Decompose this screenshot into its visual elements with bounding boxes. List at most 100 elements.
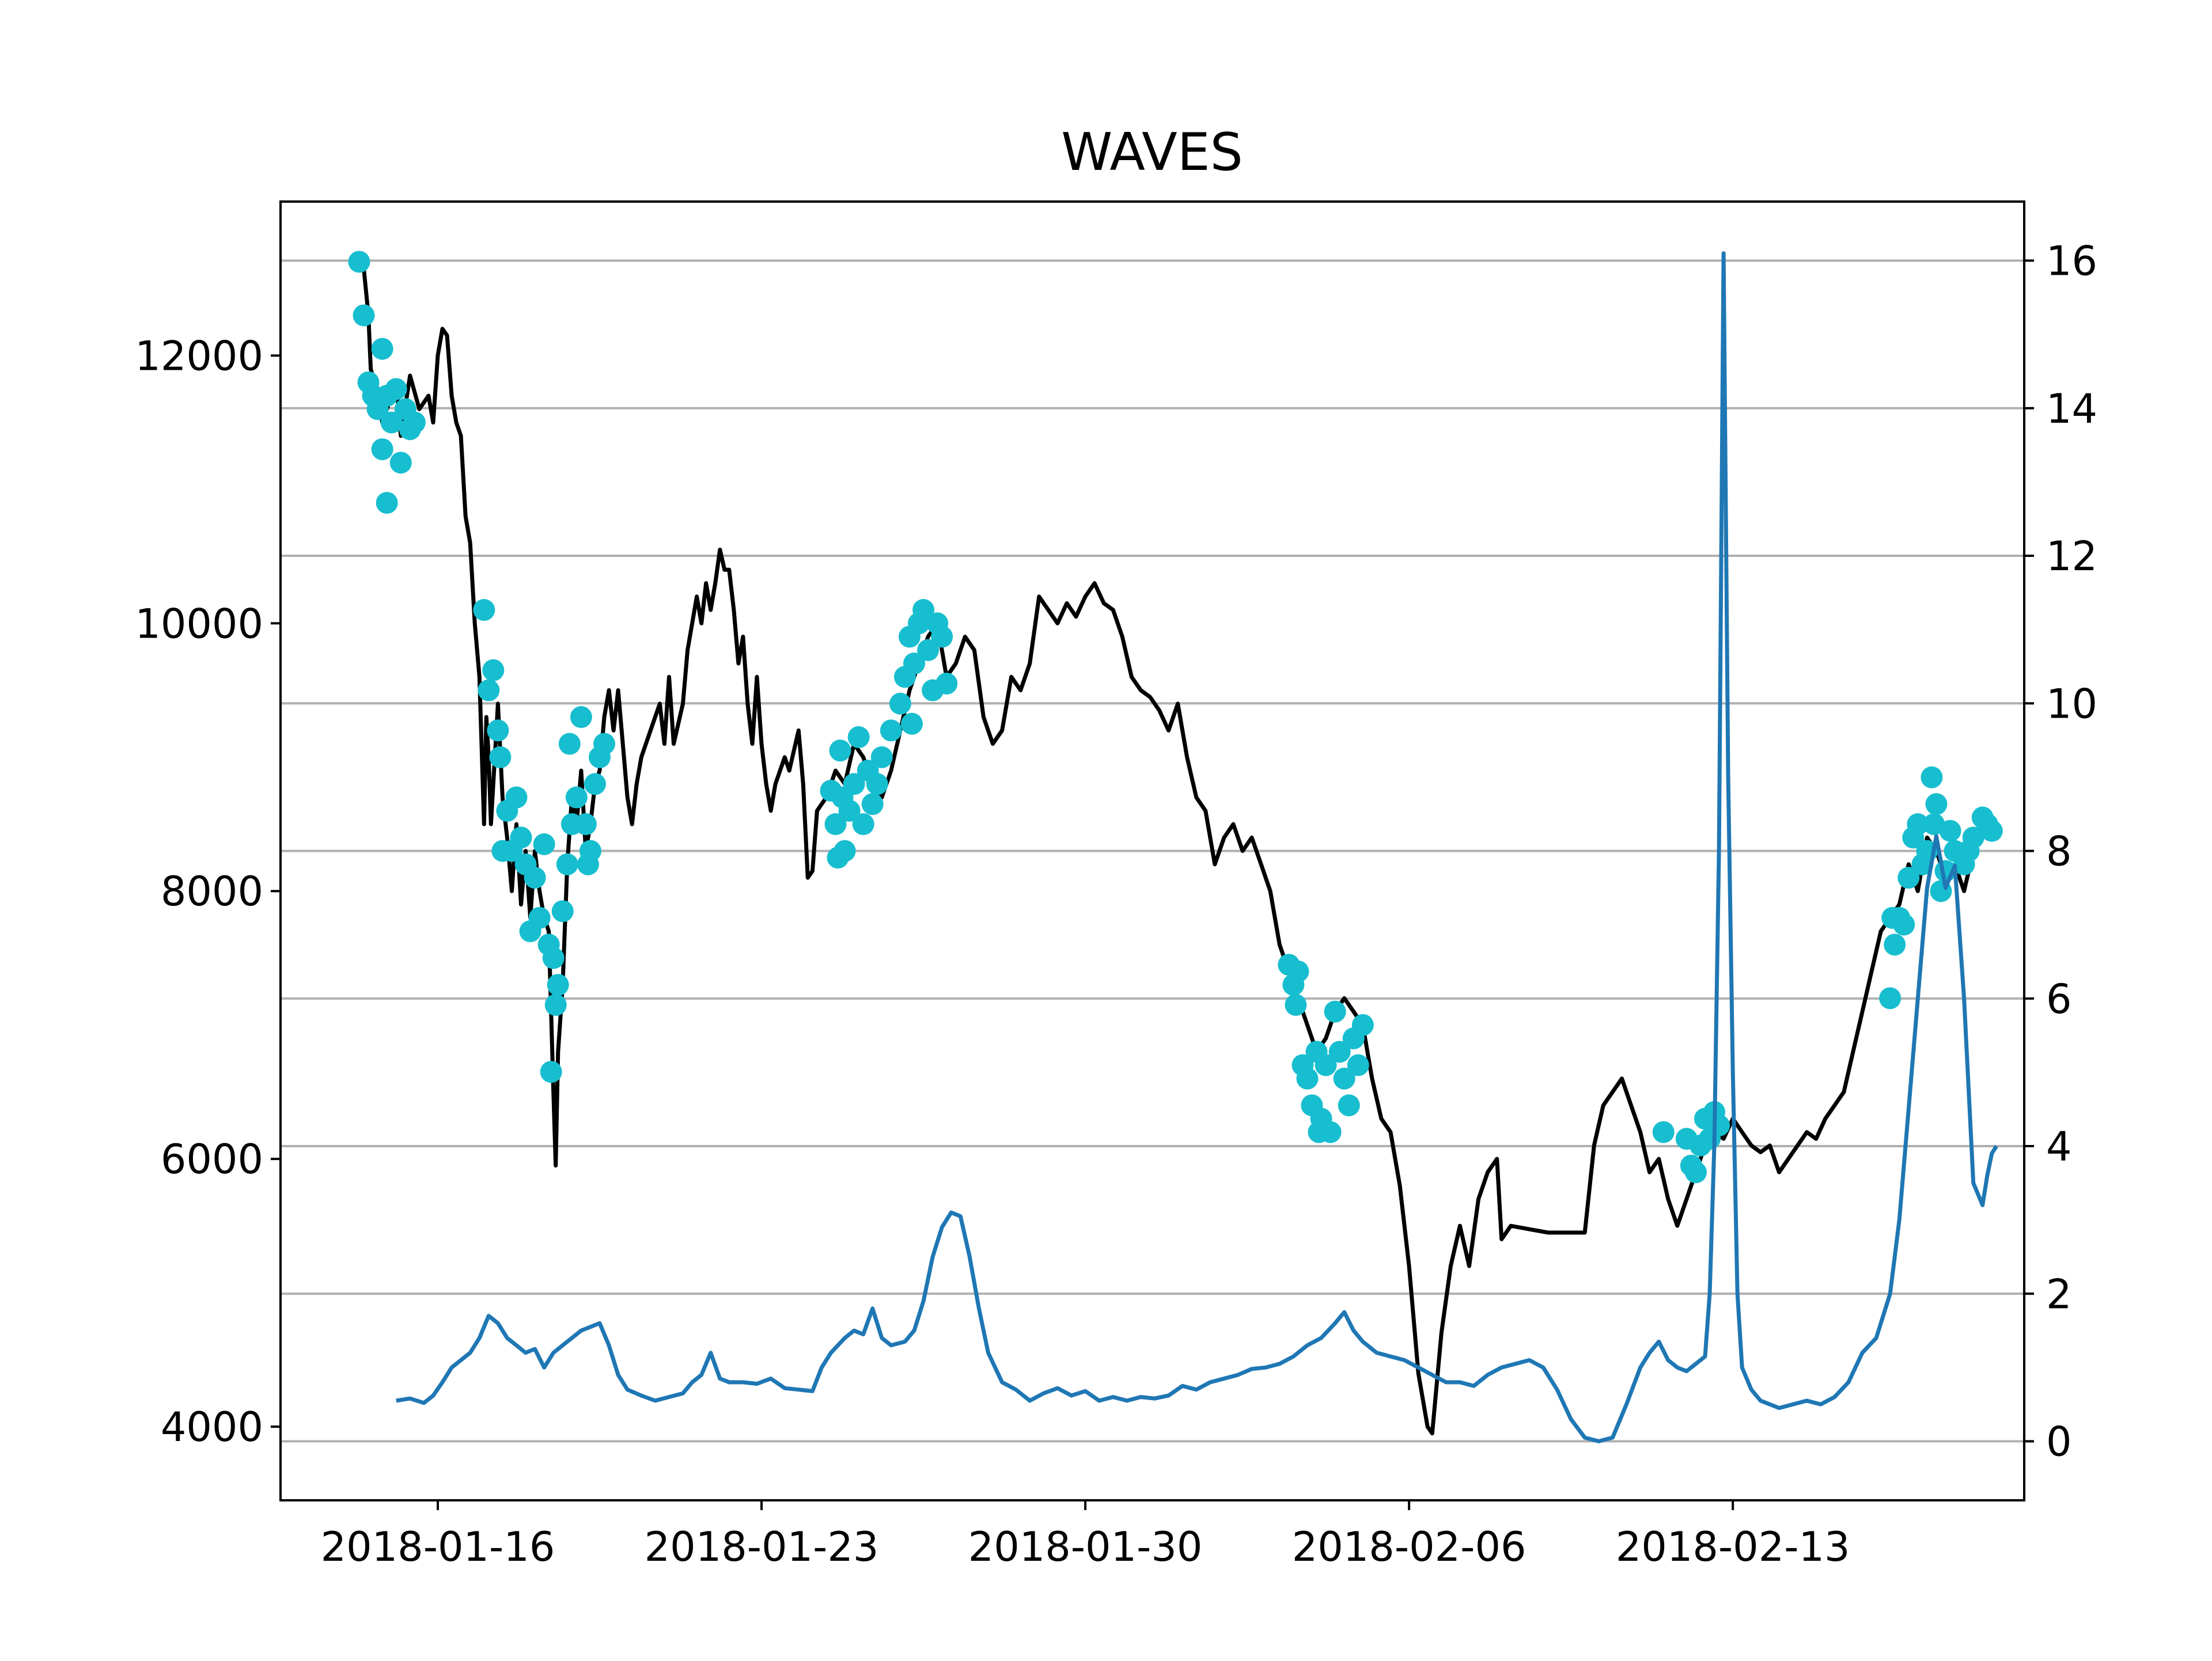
- marker-point: [547, 973, 569, 996]
- marker-point: [487, 719, 509, 742]
- marker-point: [1347, 1054, 1369, 1076]
- marker-point: [1333, 1067, 1355, 1090]
- marker-point: [1907, 813, 1929, 836]
- marker-point: [510, 826, 532, 849]
- marker-point: [551, 900, 574, 923]
- marker-point: [1308, 1121, 1330, 1143]
- marker-point: [831, 786, 854, 809]
- series-layer: [348, 251, 2003, 1443]
- y-left-tick-label: 8000: [161, 868, 263, 915]
- marker-point: [542, 947, 565, 969]
- marker-point: [889, 692, 911, 715]
- marker-point: [473, 599, 495, 621]
- marker-point: [1980, 820, 2003, 842]
- y-right-tick-label: 14: [2046, 385, 2097, 433]
- marker-point: [1285, 993, 1307, 1016]
- y-left-tick-label: 10000: [135, 600, 263, 647]
- marker-point: [389, 452, 412, 474]
- marker-point: [870, 746, 893, 768]
- y-left-tick-label: 4000: [161, 1404, 263, 1451]
- marker-point: [348, 251, 370, 273]
- marker-point: [540, 1061, 562, 1083]
- marker-point: [1925, 793, 1948, 816]
- x-tick-label: 2018-01-23: [645, 1523, 879, 1571]
- marker-point: [505, 786, 528, 809]
- marker-point: [1684, 1161, 1707, 1184]
- marker-point: [1884, 934, 1906, 956]
- marker-point: [1296, 1067, 1319, 1090]
- marker-point: [570, 706, 592, 729]
- marker-point: [912, 599, 935, 621]
- marker-point: [371, 438, 393, 461]
- axis-ticks: 4000 6000 8000 10000 12000 0 2 4 6 8 10 12 14 16 2018-…: [135, 238, 2097, 1571]
- marker-point: [880, 719, 902, 742]
- y-left-tick-label: 6000: [161, 1136, 263, 1183]
- x-tick-label: 2018-02-13: [1616, 1523, 1850, 1571]
- marker-point: [824, 813, 847, 836]
- marker-point: [917, 639, 940, 661]
- marker-point: [900, 712, 923, 735]
- marker-point: [935, 672, 958, 695]
- marker-point: [565, 786, 588, 809]
- marker-point: [1897, 866, 1920, 889]
- marker-point: [847, 726, 870, 748]
- x-tick-label: 2018-01-16: [321, 1523, 555, 1571]
- marker-point: [852, 813, 874, 836]
- marker-point: [584, 773, 606, 795]
- marker-point: [533, 833, 555, 855]
- marker-point: [524, 866, 546, 889]
- y-right-tick-label: 4: [2046, 1123, 2072, 1170]
- marker-point: [903, 653, 925, 675]
- marker-point: [861, 793, 884, 816]
- marker-point: [371, 337, 393, 360]
- marker-point: [482, 659, 505, 681]
- marker-point: [574, 813, 597, 836]
- y-left-tick-label: 12000: [135, 332, 263, 380]
- y-right-tick-label: 6: [2046, 976, 2072, 1023]
- y-right-tick-label: 12: [2046, 533, 2097, 580]
- marker-point: [1921, 766, 1943, 788]
- indicator-line: [396, 251, 1998, 1443]
- y-right-tick-label: 8: [2046, 828, 2072, 875]
- marker-point: [1652, 1121, 1675, 1143]
- y-right-tick-label: 0: [2046, 1419, 2072, 1466]
- marker-point: [385, 378, 407, 400]
- marker-point: [829, 740, 851, 762]
- x-tick-label: 2018-02-06: [1292, 1523, 1527, 1571]
- marker-point: [380, 411, 403, 434]
- marker-point: [1879, 987, 1902, 1010]
- marker-point: [1881, 907, 1904, 929]
- marker-point: [556, 853, 578, 875]
- marker-point: [1923, 813, 1945, 836]
- marker-point: [558, 733, 581, 755]
- marker-point: [528, 907, 551, 929]
- marker-point: [1351, 1014, 1374, 1036]
- marker-point: [376, 492, 398, 514]
- marker-point: [1338, 1094, 1360, 1117]
- marker-point: [544, 993, 567, 1016]
- marker-point: [1708, 1114, 1730, 1137]
- marker-point: [1315, 1054, 1337, 1076]
- marker-point: [593, 733, 616, 755]
- marker-point: [1957, 840, 1980, 862]
- marker-point: [827, 847, 849, 869]
- y-right-tick-label: 2: [2046, 1271, 2072, 1318]
- price-line: [357, 260, 1998, 1436]
- marker-point: [577, 853, 599, 875]
- marker-point: [478, 679, 500, 701]
- marker-point: [403, 411, 426, 434]
- marker-point: [1287, 960, 1309, 983]
- marker-point: [1324, 1000, 1346, 1023]
- marker-point: [1328, 1041, 1351, 1063]
- y-right-tick-label: 16: [2046, 238, 2097, 285]
- marker-point: [931, 625, 953, 648]
- marker-point: [866, 773, 888, 795]
- marker-point: [353, 304, 375, 327]
- chart-title: WAVES: [1061, 122, 1243, 183]
- x-tick-label: 2018-01-30: [968, 1523, 1203, 1571]
- marker-point: [489, 746, 512, 768]
- y-right-tick-label: 10: [2046, 680, 2097, 727]
